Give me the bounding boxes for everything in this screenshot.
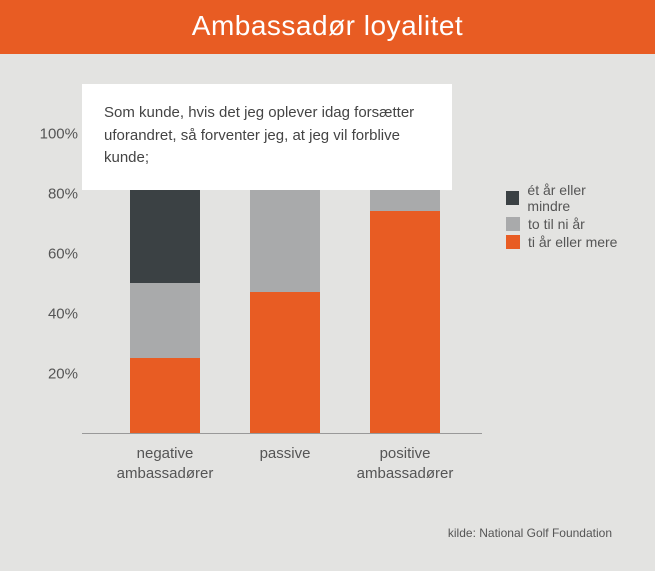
source-citation: kilde: National Golf Foundation (448, 526, 612, 540)
legend-label: ti år eller mere (528, 234, 617, 250)
legend-swatch (506, 191, 519, 205)
legend-label: ét år eller mindre (527, 182, 628, 214)
bar-segment (130, 358, 200, 433)
y-tick-label: 60% (26, 246, 78, 263)
title-bar: Ambassadør loyalitet (0, 0, 655, 54)
bar-segment (250, 292, 320, 433)
y-tick-label: 100% (26, 126, 78, 143)
chart: 20% 40% 60% 80% 100% Som kunde, hvis det jeg… (26, 84, 628, 554)
question-text: Som kunde, hvis det jeg oplever idag for… (104, 104, 414, 166)
bar-segment (130, 283, 200, 358)
bar-segment (250, 172, 320, 292)
legend: ét år eller mindre to til ni år ti år elle… (506, 182, 628, 252)
legend-item: to til ni år (506, 216, 628, 232)
source-text: National Golf Foundation (479, 526, 612, 540)
legend-label: to til ni år (528, 216, 585, 232)
x-tick-label: positive ambassadører (340, 444, 470, 483)
x-tick-label: negative ambassadører (100, 444, 230, 483)
x-tick-label: passive (220, 444, 350, 464)
legend-item: ti år eller mere (506, 234, 628, 250)
source-prefix: kilde: (448, 526, 476, 540)
legend-swatch (506, 217, 520, 231)
page-title: Ambassadør loyalitet (192, 10, 463, 41)
y-tick-label: 40% (26, 306, 78, 323)
y-tick-label: 80% (26, 186, 78, 203)
legend-swatch (506, 235, 520, 249)
y-tick-label: 20% (26, 366, 78, 383)
chart-panel: 20% 40% 60% 80% 100% Som kunde, hvis det jeg… (0, 54, 655, 571)
question-box: Som kunde, hvis det jeg oplever idag for… (82, 84, 452, 190)
bar-segment (370, 211, 440, 433)
legend-item: ét år eller mindre (506, 182, 628, 214)
